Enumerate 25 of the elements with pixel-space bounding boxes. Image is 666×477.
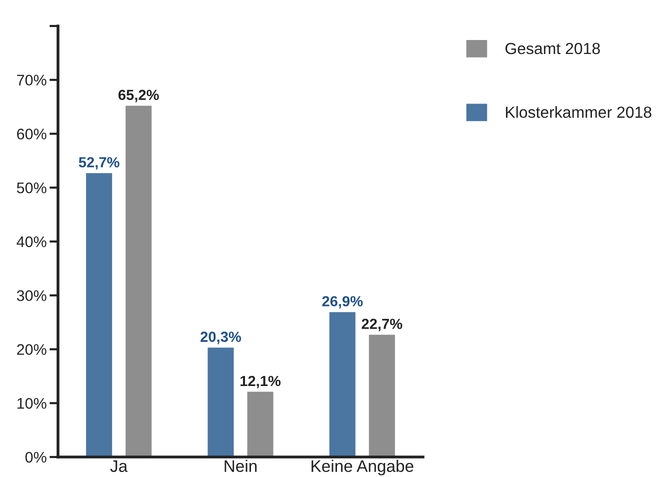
data-label: 52,7%: [78, 157, 120, 170]
bar: [86, 173, 112, 457]
bar: [368, 334, 395, 457]
y-tick-label: 50%: [16, 182, 46, 194]
y-tick-label: 70%: [17, 74, 46, 86]
y-tick-label: 40%: [16, 236, 46, 248]
x-tick-label: Nein: [224, 460, 257, 472]
y-tick-label: 0%: [25, 452, 46, 463]
x-tick-label: Ja: [110, 460, 128, 472]
y-tick-label: 60%: [17, 128, 46, 140]
data-label: 22,7%: [362, 318, 402, 332]
bar: [126, 106, 152, 457]
legend-label: Klosterkammer 2018: [506, 106, 652, 118]
data-label: 20,3%: [200, 332, 242, 344]
x-tick-label: Keine Angabe: [312, 460, 414, 476]
data-label: 12,1%: [240, 376, 281, 388]
bar: [329, 312, 356, 457]
y-tick-label: 20%: [17, 344, 46, 355]
legend-label: Gesamt 2018: [505, 42, 600, 54]
bar: [247, 392, 274, 457]
y-tick-label: 10%: [17, 398, 46, 409]
y-tick-label: 30%: [16, 290, 46, 302]
data-label: 65,2%: [118, 90, 159, 102]
bar: [208, 348, 234, 457]
data-label: 26,9%: [322, 296, 363, 309]
